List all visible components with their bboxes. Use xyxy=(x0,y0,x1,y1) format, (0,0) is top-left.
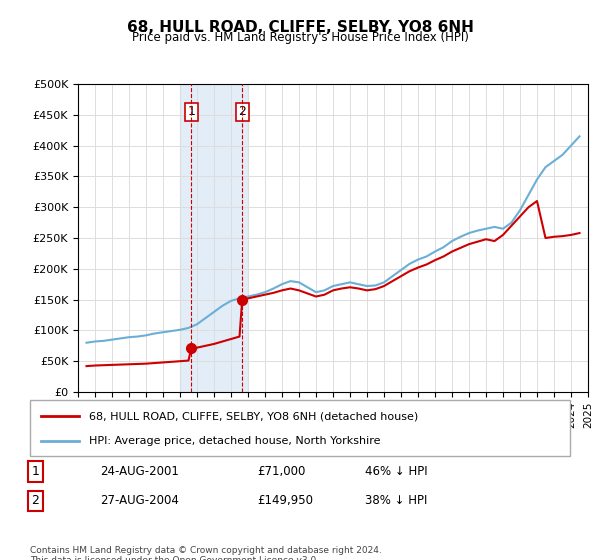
Text: 38% ↓ HPI: 38% ↓ HPI xyxy=(365,494,427,507)
Text: £149,950: £149,950 xyxy=(257,494,313,507)
Text: 68, HULL ROAD, CLIFFE, SELBY, YO8 6NH: 68, HULL ROAD, CLIFFE, SELBY, YO8 6NH xyxy=(127,20,473,35)
Text: 1: 1 xyxy=(187,105,195,118)
Text: Contains HM Land Registry data © Crown copyright and database right 2024.
This d: Contains HM Land Registry data © Crown c… xyxy=(30,546,382,560)
Text: HPI: Average price, detached house, North Yorkshire: HPI: Average price, detached house, Nort… xyxy=(89,436,381,446)
Bar xyxy=(180,84,248,392)
Text: £71,000: £71,000 xyxy=(257,465,305,478)
Text: 46% ↓ HPI: 46% ↓ HPI xyxy=(365,465,427,478)
Text: 2: 2 xyxy=(31,494,40,507)
FancyBboxPatch shape xyxy=(30,400,570,456)
Text: Price paid vs. HM Land Registry's House Price Index (HPI): Price paid vs. HM Land Registry's House … xyxy=(131,31,469,44)
Text: 27-AUG-2004: 27-AUG-2004 xyxy=(100,494,179,507)
Text: 2: 2 xyxy=(238,105,246,118)
Text: 24-AUG-2001: 24-AUG-2001 xyxy=(100,465,179,478)
Text: 1: 1 xyxy=(31,465,40,478)
Text: 68, HULL ROAD, CLIFFE, SELBY, YO8 6NH (detached house): 68, HULL ROAD, CLIFFE, SELBY, YO8 6NH (d… xyxy=(89,411,419,421)
